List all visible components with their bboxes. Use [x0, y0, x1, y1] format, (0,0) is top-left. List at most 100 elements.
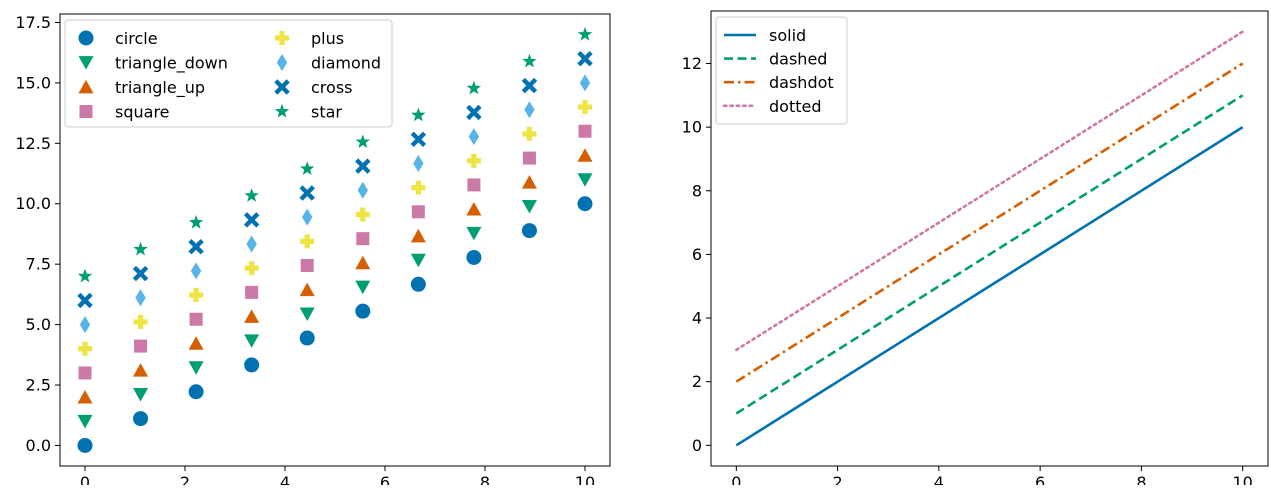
marker-triangle_down	[77, 414, 93, 429]
marker-plus	[578, 100, 592, 115]
marker-star	[577, 26, 593, 41]
legend-item: cross	[274, 78, 352, 97]
marker-triangle_up	[521, 175, 537, 189]
marker-circle	[77, 437, 93, 453]
legend-item: dashdot	[724, 73, 834, 92]
marker-plus	[411, 180, 426, 195]
legend-label: plus	[311, 29, 344, 48]
legend-item: dashed	[724, 50, 827, 69]
y-tick-label: 12	[682, 54, 702, 73]
marker-diamond	[246, 235, 257, 253]
marker-plus	[300, 234, 315, 249]
marker-star	[466, 80, 482, 95]
legend-marker-circle	[78, 30, 94, 46]
marker-cross	[577, 51, 593, 67]
marker-cross	[355, 158, 371, 174]
marker-star	[355, 134, 371, 149]
legend-marker-star	[274, 103, 290, 118]
marker-diamond	[302, 208, 313, 226]
x-tick-label: 0	[80, 473, 90, 485]
marker-triangle_down	[133, 388, 149, 402]
legend: solid dashed dashdot dotted	[715, 16, 848, 125]
marker-triangle_up	[299, 282, 315, 297]
y-tick-label: 7.5	[26, 255, 51, 274]
marker-diamond	[190, 262, 202, 280]
marker-diamond	[79, 316, 91, 334]
marker-cross	[243, 212, 260, 228]
marker-triangle_up	[410, 228, 426, 243]
y-tick-label: 4	[692, 309, 702, 328]
x-tick-label: 8	[480, 473, 490, 485]
y-tick-label: 0.0	[26, 436, 51, 455]
x-tick-label: 8	[1136, 473, 1146, 485]
legend-label: star	[311, 103, 342, 122]
series-circle	[77, 196, 593, 453]
y-tick-label: 15.0	[15, 73, 51, 92]
marker-diamond	[413, 154, 424, 172]
marker-star	[411, 107, 426, 122]
marker-diamond	[524, 101, 535, 119]
legend-label: cross	[311, 78, 352, 97]
marker-cross	[77, 292, 93, 309]
marker-triangle_up	[77, 389, 93, 404]
legend-marker-square	[79, 105, 93, 118]
marker-circle	[521, 223, 537, 239]
marker-circle	[355, 303, 371, 319]
y-tick-label: 12.5	[15, 134, 51, 153]
legend-item: star	[274, 103, 342, 122]
y-tick-label: 0	[692, 436, 702, 455]
x-tick-label: 4	[280, 473, 290, 485]
legend-item: circle	[78, 29, 158, 48]
series-cross	[77, 51, 593, 309]
legend-label: dashed	[769, 50, 827, 69]
marker-star	[133, 241, 148, 256]
marker-square	[467, 178, 481, 192]
marker-square	[78, 366, 92, 380]
marker-plus	[522, 126, 537, 141]
marker-square	[189, 312, 203, 326]
y-tick-label: 5.0	[26, 315, 51, 334]
y-tick-label: 2.5	[26, 376, 51, 395]
legend-item: triangle_down	[78, 54, 228, 74]
line-dotted	[735, 30, 1244, 352]
marker-triangle_down	[466, 226, 482, 241]
marker-star	[299, 161, 315, 175]
x-tick-label: 0	[731, 473, 741, 485]
y-tick-label: 10	[682, 118, 702, 137]
x-tick-label: 10	[1233, 473, 1253, 485]
legend-item: plus	[275, 29, 344, 48]
marker-triangle_down	[521, 200, 537, 214]
x-tick-label: 4	[934, 473, 944, 485]
marker-square	[522, 151, 536, 165]
legend-box	[715, 16, 848, 125]
marker-triangle_up	[577, 148, 593, 162]
marker-cross	[466, 104, 482, 121]
x-tick-label: 6	[380, 473, 390, 485]
marker-square	[411, 205, 425, 219]
legend-item: triangle_up	[78, 78, 205, 98]
legend-marker-triangle_down	[78, 56, 94, 70]
marker-triangle_up	[355, 255, 371, 270]
axes-frame	[59, 13, 611, 467]
marker-square	[356, 232, 370, 246]
y-tick-label: 10.0	[15, 194, 51, 213]
marker-diamond	[135, 289, 146, 307]
marker-cross	[299, 185, 315, 201]
series-plus	[78, 100, 592, 356]
line-solid	[735, 126, 1244, 447]
legend-marker-diamond	[276, 54, 288, 71]
marker-circle	[299, 330, 315, 346]
marker-square	[578, 124, 592, 138]
legend-marker-plus	[275, 31, 289, 45]
marker-plus	[355, 207, 370, 222]
marker-square	[134, 339, 148, 353]
marker-circle	[188, 384, 204, 400]
legend-marker-cross	[274, 79, 290, 95]
marker-circle	[410, 276, 426, 292]
marker-triangle_down	[355, 280, 371, 295]
marker-triangle_down	[188, 361, 204, 375]
marker-triangle_down	[577, 173, 593, 187]
marker-triangle_up	[244, 309, 260, 323]
x-tick-label: 2	[180, 473, 190, 485]
